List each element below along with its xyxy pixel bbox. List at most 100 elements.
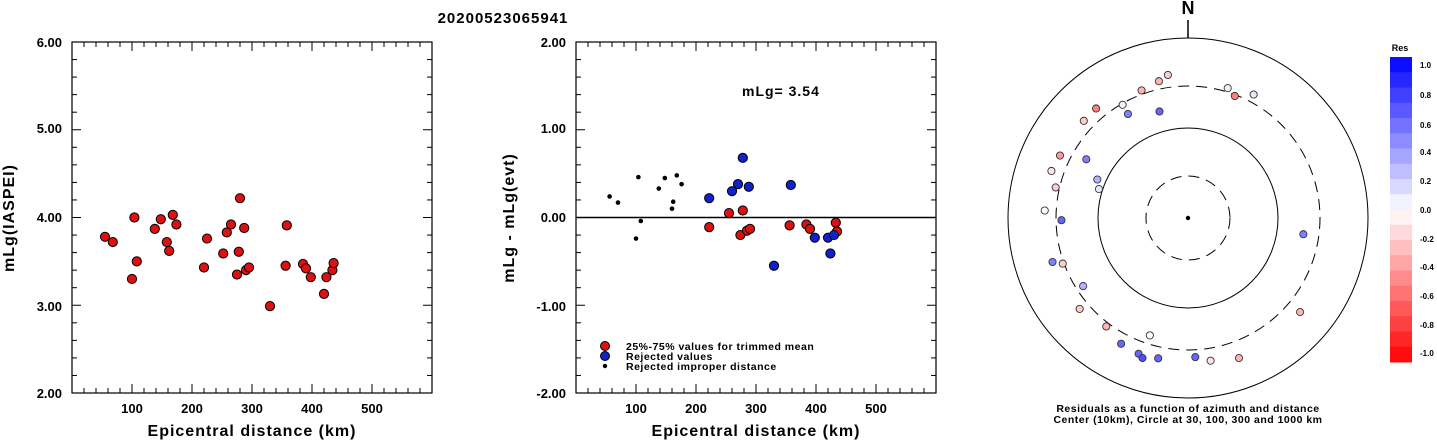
station-point xyxy=(231,269,243,280)
station-point xyxy=(218,248,229,259)
station-point xyxy=(129,212,140,223)
plot1-frame xyxy=(71,41,433,394)
improper-distance-point xyxy=(636,174,641,180)
colorbar xyxy=(1390,57,1412,363)
colorbar-swatch xyxy=(1390,118,1412,134)
station-point xyxy=(321,272,332,283)
polar-caption-line2: Center (10km), Circle at 30, 100, 300 an… xyxy=(1053,414,1322,426)
panel-azimuth-residuals: N Residuals as a function of azimuth and… xyxy=(1007,0,1434,426)
plot1-ticks xyxy=(72,42,432,393)
polar-station-point xyxy=(1117,339,1126,348)
improper-distance-point xyxy=(638,218,644,224)
station-point xyxy=(704,222,715,233)
colorbar-tick-label: 0.4 xyxy=(1420,148,1432,157)
plot2-x-tick-label: 500 xyxy=(865,401,887,416)
rejected-point xyxy=(825,248,836,259)
plot2-y-tick-labels: -2.00 -1.00 0.00 1.00 2.00 xyxy=(536,35,566,401)
colorbar-tick-labels: 1.0 0.8 0.6 0.4 0.2 0.0 -0.2 -0.4 -0.6 -… xyxy=(1420,61,1434,358)
plot1-x-axis-label: Epicentral distance (km) xyxy=(148,423,357,440)
plot1-y-tick-label: 2.00 xyxy=(37,386,62,401)
colorbar-tick-label: -1.0 xyxy=(1420,349,1434,358)
legend-marker-rejected xyxy=(600,351,610,361)
rejected-point xyxy=(732,179,744,190)
polar-station-point xyxy=(1163,70,1172,80)
plot2-x-tick-label: 300 xyxy=(745,401,767,416)
station-point xyxy=(149,223,160,235)
station-point xyxy=(164,245,175,256)
polar-station-point xyxy=(1230,91,1239,101)
improper-distance-point xyxy=(674,173,680,178)
polar-station-point xyxy=(1094,185,1103,194)
polar-station-point xyxy=(1206,356,1215,365)
legend-marker-improper xyxy=(602,363,608,369)
polar-station-point xyxy=(1047,166,1056,176)
colorbar-swatch xyxy=(1390,179,1412,195)
panel-magnitude-vs-distance: 100 200 300 400 500 2.00 3.00 4.00 5.00 … xyxy=(1,35,433,440)
improper-distance-point xyxy=(633,236,639,241)
plot2-y-tick-label: 0.00 xyxy=(541,210,566,225)
polar-station-point xyxy=(1102,322,1111,331)
polar-station-point xyxy=(1057,216,1066,225)
circle-300km xyxy=(1055,85,1321,351)
polar-station-point xyxy=(1051,183,1060,192)
rejected-point xyxy=(726,186,738,197)
station-point xyxy=(161,236,172,248)
polar-station-point xyxy=(1154,77,1163,86)
improper-distance-point xyxy=(669,206,675,212)
plot1-y-tick-label: 6.00 xyxy=(37,35,62,50)
plot1-y-tick-label: 3.00 xyxy=(37,299,62,314)
station-point xyxy=(280,260,291,271)
station-point xyxy=(328,258,339,269)
plot2-x-tick-labels: 100 200 300 400 500 xyxy=(625,401,887,416)
polar-station-point xyxy=(1154,354,1163,363)
plot2-points xyxy=(607,152,843,271)
colorbar-swatch xyxy=(1390,301,1412,317)
colorbar-tick-label: -0.8 xyxy=(1420,321,1434,330)
plot2-y-axis-label: mLg - mLg(evt) xyxy=(501,153,518,283)
polar-station-point xyxy=(1296,308,1305,317)
magnitude-annotation: mLg= 3.54 xyxy=(742,83,820,99)
plot2-y-tick-label: -1.00 xyxy=(536,299,566,314)
station-point xyxy=(155,214,166,225)
colorbar-swatch xyxy=(1390,240,1412,256)
colorbar-swatch xyxy=(1390,133,1412,149)
improper-distance-point xyxy=(662,175,668,181)
polar-station-point xyxy=(1223,84,1232,93)
improper-distance-point xyxy=(679,181,684,187)
colorbar-swatch xyxy=(1390,72,1412,88)
colorbar-swatch xyxy=(1390,57,1412,73)
north-label: N xyxy=(1182,0,1195,18)
rejected-point xyxy=(785,179,796,191)
plot2-y-tick-label: 2.00 xyxy=(541,35,566,50)
plot1-points xyxy=(99,193,339,312)
station-point xyxy=(233,246,244,257)
legend-marker-trimmed xyxy=(600,341,610,351)
polar-station-point xyxy=(1118,100,1127,109)
colorbar-tick-label: 0.2 xyxy=(1420,177,1432,186)
station-point xyxy=(201,233,213,244)
rejected-point xyxy=(828,229,840,241)
station-point xyxy=(171,219,182,230)
polar-points xyxy=(1040,70,1308,365)
colorbar-swatch xyxy=(1390,148,1412,165)
polar-station-point xyxy=(1055,151,1065,160)
plot1-y-tick-labels: 2.00 3.00 4.00 5.00 6.00 xyxy=(37,35,62,401)
polar-station-point xyxy=(1123,109,1132,119)
polar-station-point xyxy=(1191,353,1200,362)
colorbar-swatch xyxy=(1390,87,1412,104)
improper-distance-point xyxy=(670,199,676,205)
polar-station-point xyxy=(1079,282,1088,291)
center-point xyxy=(1185,215,1191,221)
station-point xyxy=(281,220,292,231)
polar-station-point xyxy=(1155,107,1164,116)
improper-distance-point xyxy=(615,200,621,205)
improper-distance-point xyxy=(656,186,662,191)
plot2-x-tick-label: 400 xyxy=(805,401,827,416)
colorbar-title: Res xyxy=(1392,43,1409,53)
polar-station-point xyxy=(1138,354,1147,363)
colorbar-tick-label: 0.0 xyxy=(1420,206,1432,215)
station-point xyxy=(167,209,178,220)
station-point xyxy=(744,223,756,235)
colorbar-swatch xyxy=(1390,285,1412,302)
colorbar-swatch xyxy=(1390,346,1412,363)
